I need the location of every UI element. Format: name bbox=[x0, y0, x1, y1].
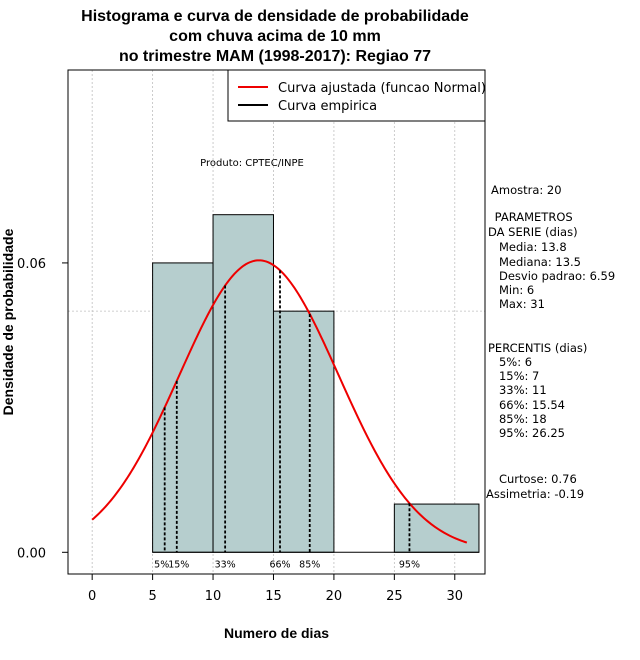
percentile-label: 15% bbox=[168, 559, 189, 570]
param-max: Max: 31 bbox=[488, 297, 545, 311]
param-min: Min: 6 bbox=[488, 283, 535, 297]
chart-title-line-2: com chuva acima de 10 mm bbox=[169, 28, 381, 45]
percentile-label: 33% bbox=[215, 559, 236, 570]
percentile-label: 66% bbox=[269, 559, 290, 570]
percentil-5: 5%: 6 bbox=[488, 355, 533, 369]
percentis-header: PERCENTIS (dias) bbox=[488, 341, 588, 355]
product-annotation: Produto: CPTEC/INPE bbox=[200, 158, 304, 169]
percentile-label: 85% bbox=[299, 559, 320, 570]
sample-size: Amostra: 20 bbox=[491, 183, 562, 197]
histogram-bar bbox=[152, 262, 214, 553]
params-header-2: DA SERIE (dias) bbox=[488, 225, 578, 239]
y-tick-label: 0.00 bbox=[17, 546, 46, 561]
legend-label: Curva empirica bbox=[278, 99, 377, 114]
percentil-15: 15%: 7 bbox=[488, 369, 540, 383]
x-tick-label: 25 bbox=[386, 589, 403, 604]
x-tick-label: 5 bbox=[148, 589, 156, 604]
x-tick-label: 30 bbox=[447, 589, 464, 604]
assimetria: Assimetria: -0.19 bbox=[486, 487, 585, 501]
percentil-95: 95%: 26.25 bbox=[488, 426, 565, 440]
histogram-bar bbox=[272, 310, 335, 553]
percentile-label: 95% bbox=[399, 559, 420, 570]
percentil-33: 33%: 11 bbox=[488, 383, 547, 397]
x-tick-label: 0 bbox=[88, 589, 96, 604]
param-mediana: Mediana: 13.5 bbox=[488, 255, 581, 269]
y-axis-label: Densidade de probabilidade bbox=[0, 228, 16, 415]
chart-title-line-1: Histograma e curva de densidade de proba… bbox=[81, 8, 469, 25]
x-tick-label: 10 bbox=[205, 589, 222, 604]
chart-title-line-3: no trimestre MAM (1998-2017): Regiao 77 bbox=[118, 48, 432, 65]
legend-label: Curva ajustada (funcao Normal) bbox=[278, 81, 486, 96]
y-tick-label: 0.06 bbox=[17, 257, 46, 272]
param-media: Media: 13.8 bbox=[488, 240, 567, 254]
percentile-label: 5% bbox=[154, 559, 169, 570]
x-tick-label: 20 bbox=[326, 589, 343, 604]
curtose: Curtose: 0.76 bbox=[488, 472, 577, 486]
legend-box bbox=[227, 69, 486, 122]
params-header-1: PARAMETROS bbox=[491, 210, 573, 224]
normal-fit-curve bbox=[91, 259, 468, 544]
x-axis-label: Numero de dias bbox=[224, 625, 329, 641]
percentil-66: 66%: 15.54 bbox=[488, 398, 565, 412]
param-desvio: Desvio padrao: 6.59 bbox=[488, 269, 616, 283]
percentil-85: 85%: 18 bbox=[488, 412, 547, 426]
x-tick-label: 15 bbox=[265, 589, 282, 604]
